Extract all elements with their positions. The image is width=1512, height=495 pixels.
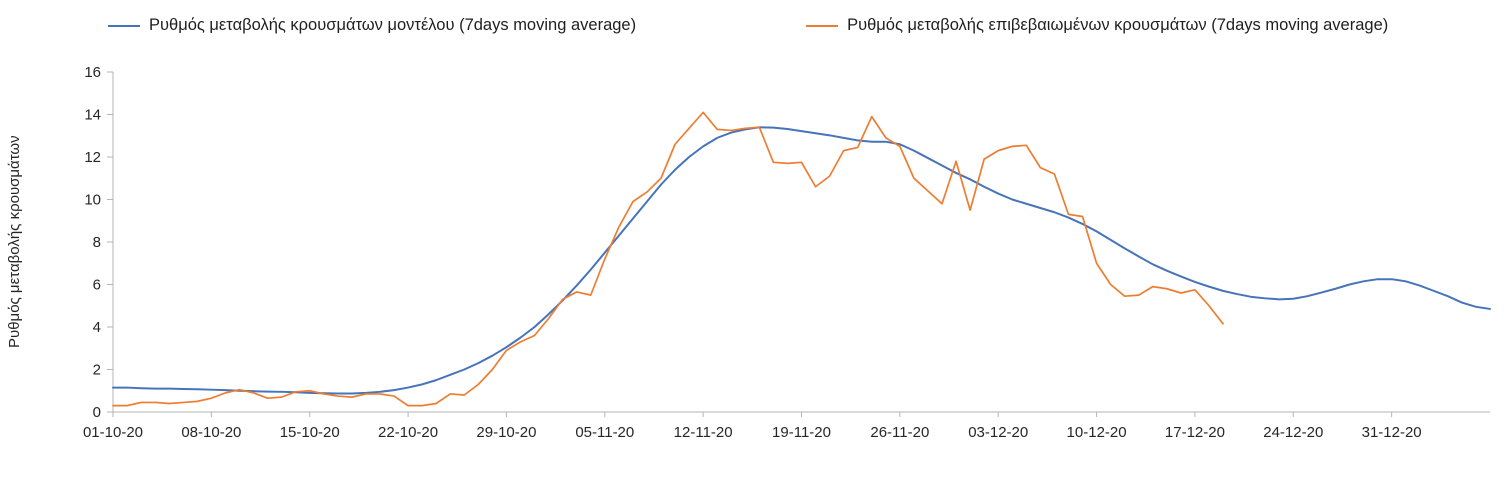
x-tick-label: 15-10-20 <box>280 424 340 441</box>
x-tick-label: 24-12-20 <box>1263 424 1323 441</box>
y-tick-label: 14 <box>84 107 101 124</box>
y-tick-label: 8 <box>93 234 101 251</box>
confirmed-line-swatch <box>806 24 839 27</box>
x-tick-label: 19-11-20 <box>772 424 831 441</box>
y-tick-label: 2 <box>93 362 101 379</box>
x-tick-label: 22-10-20 <box>378 424 438 441</box>
x-tick-label: 10-12-20 <box>1067 424 1127 441</box>
model-line-swatch <box>108 24 140 27</box>
legend-item-confirmed: Ρυθμός μεταβολής επιβεβαιωμένων κρουσμάτ… <box>806 16 1388 35</box>
x-tick-label: 29-10-20 <box>476 424 536 441</box>
y-tick-label: 4 <box>93 319 101 336</box>
x-tick-label: 01-10-20 <box>83 424 143 441</box>
legend: Ρυθμός μεταβολής κρουσμάτων μοντέλου (7d… <box>108 16 1388 35</box>
model-series-line <box>112 126 1491 395</box>
legend-item-model: Ρυθμός μεταβολής κρουσμάτων μοντέλου (7d… <box>108 16 636 35</box>
y-tick-label: 10 <box>84 192 101 209</box>
y-tick-label: 16 <box>84 64 101 81</box>
confirmed-series-line <box>112 111 1224 407</box>
x-tick-label: 12-11-20 <box>674 424 733 441</box>
x-tick-label: 17-12-20 <box>1165 424 1225 441</box>
x-tick-label: 26-11-20 <box>870 424 929 441</box>
legend-label-confirmed: Ρυθμός μεταβολής επιβεβαιωμένων κρουσμάτ… <box>847 16 1389 34</box>
y-tick-label: 12 <box>84 149 101 166</box>
x-tick-label: 05-11-20 <box>575 424 634 441</box>
x-tick-label: 08-10-20 <box>181 424 241 441</box>
y-tick-label: 6 <box>93 277 101 294</box>
x-tick-label: 31-12-20 <box>1362 424 1422 441</box>
legend-label-model: Ρυθμός μεταβολής κρουσμάτων μοντέλου (7d… <box>149 16 637 34</box>
x-tick-label: 03-12-20 <box>968 424 1028 441</box>
y-tick-label: 0 <box>93 404 101 421</box>
